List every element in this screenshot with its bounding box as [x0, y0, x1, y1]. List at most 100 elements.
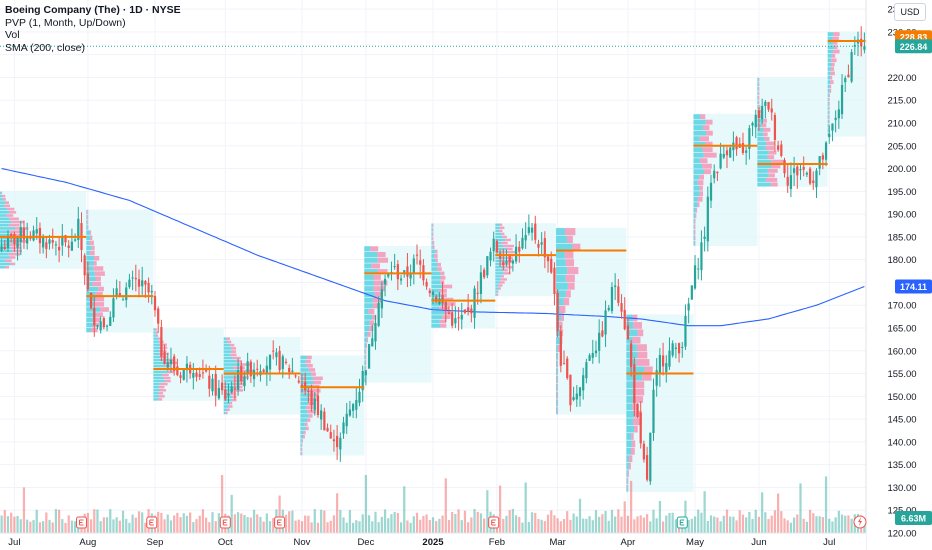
candle-body[interactable]: [54, 244, 58, 246]
candle-body[interactable]: [773, 115, 777, 140]
candle-body[interactable]: [204, 370, 208, 372]
candle-body[interactable]: [134, 277, 137, 280]
candle-body[interactable]: [751, 123, 754, 126]
candle-body[interactable]: [115, 288, 118, 296]
candle-body[interactable]: [313, 398, 316, 410]
candle-body[interactable]: [419, 260, 422, 265]
candle-body[interactable]: [716, 171, 719, 174]
candle-body[interactable]: [722, 154, 725, 158]
candle-body[interactable]: [35, 229, 38, 234]
candle-body[interactable]: [198, 374, 201, 377]
candle-body[interactable]: [802, 166, 805, 170]
candle-body[interactable]: [160, 327, 163, 357]
candle-body[interactable]: [387, 272, 390, 277]
candle-body[interactable]: [837, 109, 840, 119]
candle-body[interactable]: [486, 256, 489, 276]
candle-body[interactable]: [818, 156, 821, 169]
candle-body[interactable]: [406, 266, 409, 277]
candle-body[interactable]: [57, 246, 61, 251]
earnings-icon[interactable]: [274, 516, 286, 529]
candle-body[interactable]: [262, 369, 265, 372]
candle-body[interactable]: [45, 242, 48, 249]
candle-body[interactable]: [51, 240, 54, 243]
candle-body[interactable]: [719, 153, 722, 169]
candle-body[interactable]: [128, 279, 131, 288]
candle-body[interactable]: [310, 390, 313, 406]
candle-body[interactable]: [853, 45, 856, 47]
candle-body[interactable]: [0, 246, 3, 251]
candle-body[interactable]: [131, 277, 134, 279]
last-close-badge[interactable]: 226.84: [900, 42, 928, 52]
candle-body[interactable]: [690, 285, 693, 300]
candle-body[interactable]: [364, 370, 368, 376]
candle-body[interactable]: [706, 196, 709, 242]
symbol-title[interactable]: Boeing Company (The) · 1D · NYSE: [5, 4, 181, 16]
candle-body[interactable]: [342, 422, 345, 434]
candle-body[interactable]: [374, 323, 377, 342]
candle-body[interactable]: [6, 235, 10, 248]
candle-body[interactable]: [217, 387, 221, 399]
candle-body[interactable]: [483, 269, 486, 278]
candle-body[interactable]: [137, 279, 141, 287]
candle-body[interactable]: [601, 330, 604, 337]
candle-body[interactable]: [652, 389, 655, 433]
candle-body[interactable]: [214, 373, 217, 396]
candle-body[interactable]: [863, 46, 866, 50]
candle-body[interactable]: [64, 235, 67, 243]
candle-body[interactable]: [441, 295, 444, 304]
candle-body[interactable]: [729, 147, 732, 158]
candle-body[interactable]: [534, 223, 537, 240]
candle-body[interactable]: [598, 332, 601, 351]
candle-body[interactable]: [26, 236, 29, 244]
candle-body[interactable]: [332, 439, 336, 442]
candle-body[interactable]: [834, 117, 837, 121]
candle-body[interactable]: [745, 150, 748, 153]
candle-body[interactable]: [67, 245, 70, 249]
candle-body[interactable]: [13, 233, 16, 244]
candle-body[interactable]: [607, 307, 610, 311]
candle-body[interactable]: [521, 237, 524, 249]
candle-body[interactable]: [89, 292, 93, 309]
candle-body[interactable]: [125, 287, 128, 301]
candle-body[interactable]: [543, 238, 546, 258]
candle-body[interactable]: [575, 393, 578, 400]
candle-body[interactable]: [780, 144, 783, 156]
candle-body[interactable]: [524, 234, 527, 241]
candle-body[interactable]: [431, 291, 435, 295]
candle-body[interactable]: [805, 172, 809, 175]
candle-body[interactable]: [409, 274, 412, 279]
candle-body[interactable]: [687, 303, 690, 311]
candle-body[interactable]: [399, 278, 403, 281]
candle-body[interactable]: [831, 123, 834, 131]
candle-body[interactable]: [454, 318, 457, 324]
candle-body[interactable]: [582, 375, 585, 391]
candle-body[interactable]: [550, 258, 553, 273]
candle-body[interactable]: [32, 230, 35, 241]
candle-body[interactable]: [467, 307, 470, 312]
candle-body[interactable]: [348, 409, 352, 416]
candle-body[interactable]: [623, 309, 626, 330]
candle-body[interactable]: [473, 288, 476, 318]
candle-body[interactable]: [821, 155, 824, 160]
candle-body[interactable]: [272, 350, 275, 352]
candle-body[interactable]: [511, 260, 515, 264]
candle-body[interactable]: [86, 273, 89, 290]
candle-body[interactable]: [195, 372, 198, 377]
candle-body[interactable]: [812, 180, 815, 184]
candle-body[interactable]: [179, 375, 182, 378]
currency-button[interactable]: USD: [894, 3, 926, 21]
sma-badge[interactable]: 174.11: [900, 282, 927, 292]
candle-body[interactable]: [19, 227, 22, 243]
candle-body[interactable]: [636, 404, 639, 417]
candle-body[interactable]: [630, 343, 633, 368]
candle-body[interactable]: [537, 243, 540, 248]
candle-body[interactable]: [83, 255, 86, 276]
candle-body[interactable]: [559, 331, 562, 366]
candle-body[interactable]: [304, 382, 307, 391]
sma-line[interactable]: [1, 168, 865, 327]
candle-body[interactable]: [77, 218, 80, 240]
candle-body[interactable]: [403, 270, 406, 274]
candle-body[interactable]: [73, 239, 77, 241]
candle-body[interactable]: [562, 363, 566, 365]
candle-body[interactable]: [639, 412, 642, 444]
